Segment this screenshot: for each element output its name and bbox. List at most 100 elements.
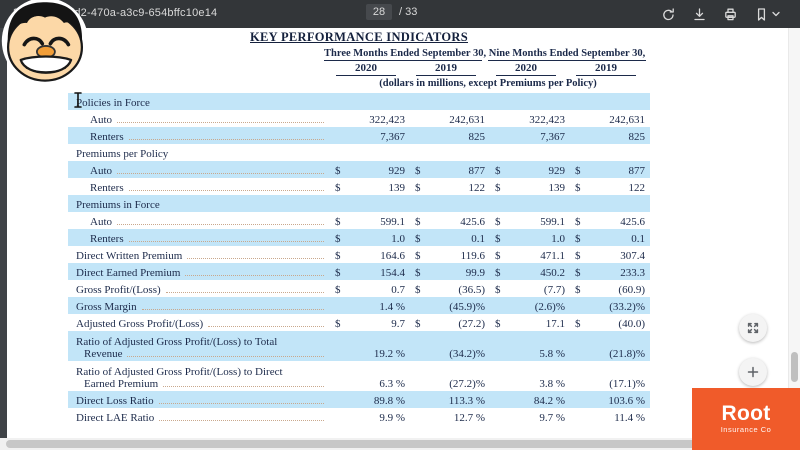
value-cell: $99.9 bbox=[415, 267, 485, 279]
value-cell: $154.4 bbox=[335, 267, 405, 279]
value-cell bbox=[330, 109, 410, 110]
value-cell: 9.9 % bbox=[379, 412, 405, 424]
value-cell: 7,367 bbox=[540, 131, 565, 143]
year-header: 2020 bbox=[326, 62, 406, 76]
dot-leader bbox=[159, 420, 324, 421]
value-cell bbox=[570, 109, 650, 110]
caret-down-icon bbox=[772, 11, 780, 17]
brand-logo: Root Insurance Co bbox=[692, 388, 800, 450]
value-cell: $307.4 bbox=[575, 250, 645, 262]
table-row: Ratio of Adjusted Gross Profit/(Loss) to… bbox=[68, 361, 650, 391]
value-cell: $425.6 bbox=[575, 216, 645, 228]
value-cell bbox=[490, 160, 570, 161]
table-row: Ratio of Adjusted Gross Profit/(Loss) to… bbox=[68, 331, 650, 361]
value-cell: $ (36.5) bbox=[415, 284, 485, 296]
value-cell: 12.7 % bbox=[453, 412, 485, 424]
value-cell: 103.6 % bbox=[608, 395, 645, 407]
download-button[interactable] bbox=[692, 7, 707, 22]
horizontal-scrollbar-thumb[interactable] bbox=[6, 440, 786, 448]
table-row: Policies in Force bbox=[68, 93, 650, 110]
avatar-teeth-line bbox=[25, 67, 66, 73]
text-cursor bbox=[74, 92, 82, 108]
row-label: Renters bbox=[68, 131, 330, 144]
table-row: Auto 322,423 242,631 322,423 242,631 bbox=[68, 110, 650, 127]
value-cell: $164.6 bbox=[335, 250, 405, 262]
dot-leader bbox=[185, 275, 324, 276]
year-headers: 2020 2019 2020 2019 bbox=[326, 62, 650, 76]
page-number-input[interactable]: 28 bbox=[366, 4, 392, 20]
value-cell: (34.2)% bbox=[449, 348, 485, 360]
row-label: Renters bbox=[68, 233, 330, 246]
dot-leader bbox=[158, 403, 324, 404]
table-row: Renters $139 $122 $139 $122 bbox=[68, 178, 650, 195]
value-cell bbox=[410, 109, 490, 110]
value-cell bbox=[490, 109, 570, 110]
value-cell: $9.7 bbox=[335, 318, 405, 330]
print-button[interactable] bbox=[723, 7, 738, 22]
table-row: Adjusted Gross Profit/(Loss) $9.7 $ (27.2) $… bbox=[68, 314, 650, 331]
value-cell: $ (40.0) bbox=[575, 318, 645, 330]
dot-leader bbox=[187, 258, 324, 259]
row-label: Direct Loss Ratio bbox=[68, 395, 330, 408]
webcam-avatar bbox=[1, 0, 89, 85]
value-cell bbox=[330, 211, 410, 212]
value-cell: 825 bbox=[468, 131, 486, 143]
dot-leader bbox=[141, 309, 324, 310]
table-row: Direct Loss Ratio 89.8 % 113.3 % 84.2 % 103.… bbox=[68, 391, 650, 408]
value-cell: $599.1 bbox=[335, 216, 405, 228]
kpi-document: KEY PERFORMANCE INDICATORS Three Months … bbox=[68, 30, 650, 425]
bookmark-icon bbox=[757, 7, 766, 21]
dot-leader bbox=[117, 224, 324, 225]
value-cell: $122 bbox=[575, 182, 645, 194]
group-header-nine-months: Nine Months Ended September 30, bbox=[488, 48, 646, 61]
value-cell: (33.2)% bbox=[609, 301, 645, 313]
row-label: Auto bbox=[68, 114, 330, 127]
pdf-viewer-toolbar: 2 dd2-470a-a3c9-654bffc10e14 28 / 33 bbox=[0, 0, 800, 28]
horizontal-scrollbar bbox=[0, 438, 800, 450]
value-cell bbox=[410, 211, 490, 212]
row-label: Direct Written Premium bbox=[68, 250, 330, 263]
bookmark-button[interactable] bbox=[754, 7, 780, 22]
rotate-button[interactable] bbox=[661, 7, 676, 22]
value-cell: 7,367 bbox=[380, 131, 405, 143]
brand-name: Root bbox=[721, 402, 771, 425]
value-cell: (2.6)% bbox=[534, 301, 565, 313]
document-id: dd2-470a-a3c9-654bffc10e14 bbox=[68, 7, 218, 19]
value-cell: $1.0 bbox=[335, 233, 405, 245]
value-cell: (45.9)% bbox=[449, 301, 485, 313]
value-cell: 113.3 % bbox=[448, 395, 485, 407]
value-cell: $17.1 bbox=[495, 318, 565, 330]
value-cell: 322,423 bbox=[369, 114, 405, 126]
row-label: Premiums in Force bbox=[76, 199, 160, 211]
row-label: Adjusted Gross Profit/(Loss) bbox=[68, 318, 330, 331]
value-cell: 322,423 bbox=[529, 114, 565, 126]
table-row: Direct Written Premium $164.6 $119.6 $471.1… bbox=[68, 246, 650, 263]
value-cell: $233.3 bbox=[575, 267, 645, 279]
value-cell: 89.8 % bbox=[373, 395, 405, 407]
vertical-scrollbar bbox=[789, 28, 800, 438]
dot-leader bbox=[117, 122, 324, 123]
year-header: 2019 bbox=[406, 62, 486, 76]
table-row: Gross Profit/(Loss) $0.7 $ (36.5) $ (7.7) $ (60… bbox=[68, 280, 650, 297]
value-cell: (21.8)% bbox=[609, 348, 645, 360]
column-group-headers: Three Months Ended September 30, Nine Mo… bbox=[324, 48, 650, 61]
value-cell: $1.0 bbox=[495, 233, 565, 245]
row-label: Premiums per Policy bbox=[76, 148, 169, 160]
zoom-in-button[interactable] bbox=[739, 358, 767, 386]
dot-leader bbox=[165, 292, 324, 293]
value-cell: $139 bbox=[335, 182, 405, 194]
row-label: Auto bbox=[68, 216, 330, 229]
value-cell: $119.6 bbox=[415, 250, 485, 262]
table-row: Gross Margin 1.4 % (45.9)% (2.6)% (33.2)% bbox=[68, 297, 650, 314]
value-cell: $599.1 bbox=[495, 216, 565, 228]
value-cell: $450.2 bbox=[495, 267, 565, 279]
page-title: KEY PERFORMANCE INDICATORS bbox=[250, 30, 468, 44]
kpi-table-rows: Policies in Force Auto 322,423 242,631 322,4… bbox=[68, 93, 650, 425]
dot-leader bbox=[128, 139, 324, 140]
vertical-scrollbar-thumb[interactable] bbox=[791, 352, 798, 382]
row-label: Policies in Force bbox=[76, 97, 150, 109]
year-header: 2019 bbox=[566, 62, 646, 76]
value-cell: 825 bbox=[628, 131, 646, 143]
table-row: Auto $929 $877 $929 $877 bbox=[68, 161, 650, 178]
fit-to-width-button[interactable] bbox=[739, 314, 767, 342]
